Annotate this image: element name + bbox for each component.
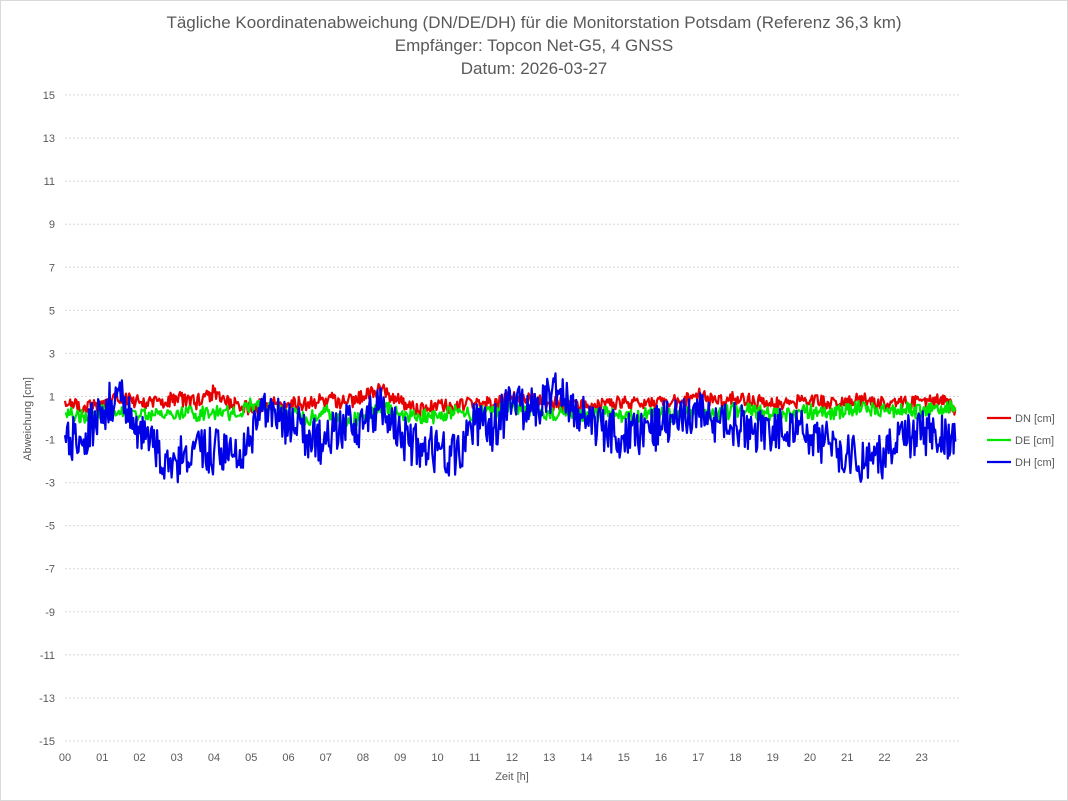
series-lines <box>63 372 957 484</box>
y-tick-label: -7 <box>45 564 55 576</box>
x-tick-label: 20 <box>804 752 816 764</box>
x-tick-label: 08 <box>357 752 369 764</box>
grid-lines <box>65 94 959 742</box>
y-tick-label: 9 <box>49 219 55 231</box>
x-tick-label: 03 <box>171 752 183 764</box>
y-tick-labels: 15 13 11 9 7 5 3 1 -1 -3 -5 -7 -9 -11 -13 -15 <box>39 90 55 748</box>
y-tick-label: -11 <box>40 650 55 662</box>
x-tick-label: 00 <box>59 752 71 764</box>
y-tick-label: -13 <box>39 693 55 705</box>
x-tick-label: 22 <box>878 752 890 764</box>
y-tick-label: 13 <box>43 133 55 145</box>
y-tick-label: -9 <box>45 607 55 619</box>
x-tick-label: 05 <box>245 752 257 764</box>
y-tick-label: 3 <box>49 348 55 360</box>
y-tick-label: 7 <box>49 262 55 274</box>
y-tick-label: 15 <box>43 90 55 102</box>
y-tick-label: -1 <box>45 435 55 447</box>
y-tick-label: 1 <box>49 391 55 403</box>
x-tick-label: 14 <box>580 752 592 764</box>
x-tick-label: 13 <box>543 752 555 764</box>
y-tick-label: -15 <box>39 736 55 748</box>
x-tick-labels: 00 01 02 03 04 05 06 07 08 09 10 11 12 13 14 15 16 17 18 19… <box>59 752 928 764</box>
x-tick-label: 17 <box>692 752 704 764</box>
x-tick-label: 12 <box>506 752 518 764</box>
x-tick-label: 04 <box>208 752 220 764</box>
x-tick-label: 16 <box>655 752 667 764</box>
x-tick-label: 19 <box>767 752 779 764</box>
x-tick-label: 01 <box>96 752 108 764</box>
legend-label: DN [cm] <box>1015 413 1055 425</box>
x-tick-label: 21 <box>841 752 853 764</box>
legend-label: DE [cm] <box>1015 435 1054 447</box>
y-axis-label: Abweichung [cm] <box>22 377 34 461</box>
legend: DN [cm] DE [cm] DH [cm] <box>987 413 1055 469</box>
chart-title-line-3: Datum: 2026-03-27 <box>461 59 607 78</box>
x-tick-label: 23 <box>916 752 928 764</box>
x-tick-label: 07 <box>320 752 332 764</box>
x-tick-label: 06 <box>282 752 294 764</box>
y-tick-label: 5 <box>49 305 55 317</box>
x-tick-label: 09 <box>394 752 406 764</box>
chart-title-line-1: Tägliche Koordinatenabweichung (DN/DE/DH… <box>166 13 901 32</box>
y-tick-label: -5 <box>45 521 55 533</box>
x-tick-label: 02 <box>133 752 145 764</box>
x-tick-label: 18 <box>729 752 741 764</box>
series-line-3 <box>63 372 957 484</box>
x-tick-label: 10 <box>431 752 443 764</box>
x-tick-label: 11 <box>469 752 480 764</box>
legend-label: DH [cm] <box>1015 457 1055 469</box>
series-line-1 <box>63 383 957 419</box>
x-axis-label: Zeit [h] <box>495 771 529 783</box>
x-tick-label: 15 <box>618 752 630 764</box>
y-tick-label: 11 <box>44 176 55 188</box>
chart-title-line-2: Empfänger: Topcon Net-G5, 4 GNSS <box>395 36 673 55</box>
y-tick-label: -3 <box>45 478 55 490</box>
